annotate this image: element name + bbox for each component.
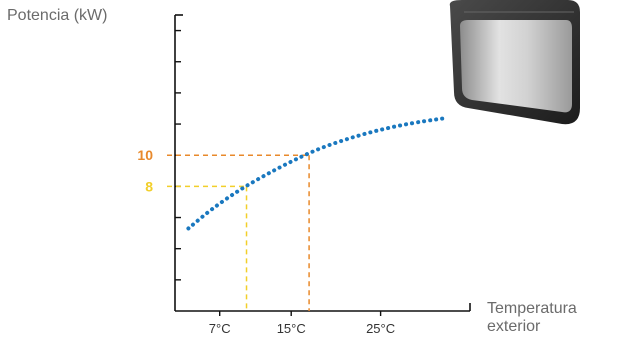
x-axis-label: Temperatura exterior (487, 300, 577, 336)
y-axis-label: Potencia (kW) (7, 7, 108, 24)
annotation-label-0: 10 (137, 147, 153, 163)
x-axis-label-line2: exterior (487, 318, 541, 335)
x-tick-label-1: 15°C (277, 321, 306, 336)
x-tick-label-2: 25°C (366, 321, 395, 336)
air-conditioner-unit-image (449, 0, 580, 125)
x-axis-label-line1: Temperatura (487, 300, 577, 317)
series-line-0 (186, 115, 450, 231)
x-tick-label-0: 7°C (209, 321, 231, 336)
annotation-label-1: 8 (145, 178, 153, 194)
